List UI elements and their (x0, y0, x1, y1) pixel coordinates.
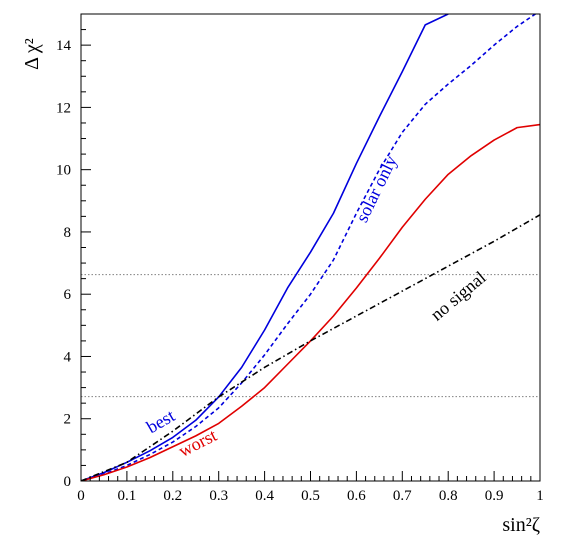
series-layer (81, 14, 540, 481)
y-tick-label: 4 (64, 349, 72, 365)
x-tick-label: 0.4 (255, 488, 274, 504)
x-tick-label: 0.7 (393, 488, 412, 504)
x-tick-label: 0.5 (301, 488, 320, 504)
annotation-no-signal: no signal (427, 267, 490, 324)
plot-frame (80, 13, 541, 482)
series-worst (81, 123, 540, 481)
annotation-best: best (143, 405, 178, 437)
x-tick-label: 0.8 (439, 488, 458, 504)
y-tick-label: 0 (64, 474, 72, 490)
series-solar-only (81, 14, 536, 481)
x-tick-label: 0 (77, 488, 85, 504)
y-tick-label: 10 (56, 163, 71, 179)
series-no-signal (81, 214, 540, 481)
y-tick-label: 8 (64, 225, 72, 241)
y-tick-label: 2 (64, 412, 72, 428)
x-tick-label: 0.3 (209, 488, 228, 504)
x-tick-label: 0.1 (118, 488, 137, 504)
annotation-solar-only: solar only (352, 152, 401, 225)
x-tick-label: 0.2 (163, 488, 182, 504)
x-axis-title: sin²ζ (502, 514, 540, 536)
series-best (81, 14, 449, 481)
x-tick-label: 0.9 (485, 488, 504, 504)
y-tick-label: 6 (64, 287, 72, 303)
y-tick-label: 12 (56, 100, 71, 116)
y-axis-title: Δ χ² (21, 38, 43, 70)
x-tick-label: 1 (536, 488, 544, 504)
y-tick-label: 14 (56, 38, 72, 54)
x-tick-label: 0.6 (347, 488, 366, 504)
reference-lines (81, 274, 540, 398)
